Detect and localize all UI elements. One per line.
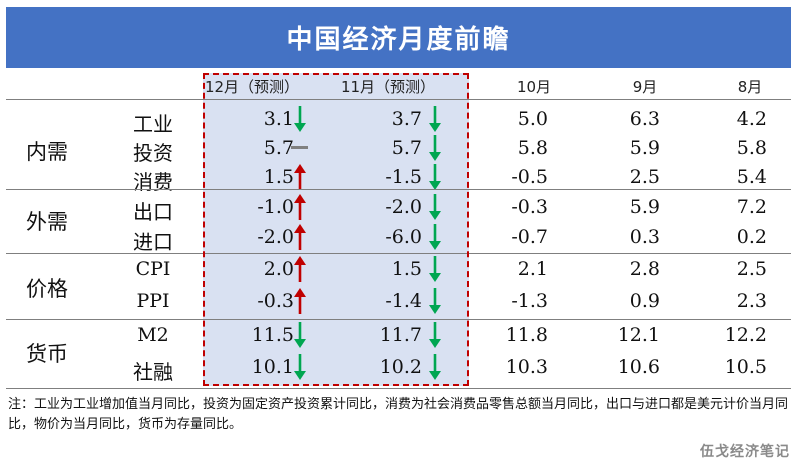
trend-dec-down-arrow-icon <box>294 354 306 380</box>
row-label: 消费 <box>133 170 173 194</box>
value-aug: 12.2 <box>724 324 767 346</box>
value-nov: -2.0 <box>385 196 422 218</box>
value-sep: 5.9 <box>629 196 660 218</box>
trend-nov-down-arrow-icon <box>429 256 441 282</box>
row-label: CPI <box>135 258 171 280</box>
forecast-dashed-frame <box>203 73 469 386</box>
value-nov: 3.7 <box>391 108 422 130</box>
value-sep: 0.3 <box>629 226 660 248</box>
value-dec: 5.7 <box>263 137 294 159</box>
value-oct: 2.1 <box>517 258 548 280</box>
group-label: 外需 <box>26 210 68 234</box>
trend-nov-down-arrow-icon <box>429 288 441 314</box>
value-dec: 2.0 <box>263 258 294 280</box>
value-sep: 6.3 <box>629 108 660 130</box>
col-header-sep: 9月 <box>632 78 658 96</box>
trend-dec-up-arrow-icon <box>294 224 306 250</box>
row-label: M2 <box>137 324 169 346</box>
trend-nov-down-arrow-icon <box>429 354 441 380</box>
group-label: 内需 <box>26 140 68 164</box>
trend-dec-down-arrow-icon <box>294 106 306 132</box>
value-dec: 1.5 <box>263 166 294 188</box>
group-divider <box>6 189 791 190</box>
row-label: 出口 <box>133 200 173 224</box>
trend-nov-down-arrow-icon <box>429 194 441 220</box>
value-sep: 2.5 <box>629 166 660 188</box>
forecast-highlight <box>203 73 469 386</box>
value-sep: 0.9 <box>629 290 660 312</box>
row-label: 工业 <box>133 112 173 136</box>
row-label: 进口 <box>133 230 173 254</box>
row-label: 投资 <box>133 141 173 165</box>
trend-dec-flat <box>291 146 308 149</box>
value-aug: 5.4 <box>736 166 767 188</box>
value-sep: 12.1 <box>617 324 660 346</box>
value-oct: -1.3 <box>511 290 548 312</box>
trend-nov-down-arrow-icon <box>429 164 441 190</box>
value-aug: 7.2 <box>736 196 767 218</box>
brand-watermark: 伍戈经济笔记 <box>700 444 790 460</box>
col-header-aug: 8月 <box>737 78 763 96</box>
value-oct: 11.8 <box>505 324 548 346</box>
col-header-oct: 10月 <box>516 78 552 96</box>
table-title: 中国经济月度前瞻 <box>6 7 791 68</box>
group-divider <box>6 319 791 320</box>
value-aug: 10.5 <box>724 356 767 378</box>
value-dec: 10.1 <box>251 356 294 378</box>
trend-nov-down-arrow-icon <box>429 322 441 348</box>
row-label: 社融 <box>133 360 173 384</box>
col-header-nov: 11月（预测） <box>340 78 436 96</box>
value-nov: -1.5 <box>385 166 422 188</box>
trend-dec-up-arrow-icon <box>294 194 306 220</box>
trend-dec-up-arrow-icon <box>294 256 306 282</box>
table-bottom-rule <box>6 388 791 389</box>
value-sep: 2.8 <box>629 258 660 280</box>
group-divider <box>6 253 791 254</box>
value-dec: -2.0 <box>257 226 294 248</box>
value-oct: -0.7 <box>511 226 548 248</box>
value-oct: -0.3 <box>511 196 548 218</box>
trend-nov-down-arrow-icon <box>429 224 441 250</box>
trend-nov-down-arrow-icon <box>429 135 441 161</box>
value-oct: -0.5 <box>511 166 548 188</box>
value-sep: 10.6 <box>617 356 660 378</box>
value-aug: 5.8 <box>736 137 767 159</box>
value-sep: 5.9 <box>629 137 660 159</box>
value-aug: 2.3 <box>736 290 767 312</box>
value-aug: 2.5 <box>736 258 767 280</box>
value-dec: -1.0 <box>257 196 294 218</box>
header-divider <box>6 99 791 100</box>
row-label: PPI <box>136 290 170 312</box>
footnote: 注：工业为工业增加值当月同比，投资为固定资产投资累计同比，消费为社会消费品零售总… <box>8 397 789 432</box>
value-nov: 10.2 <box>379 356 422 378</box>
value-oct: 5.0 <box>517 108 548 130</box>
value-oct: 10.3 <box>505 356 548 378</box>
value-nov: 5.7 <box>391 137 422 159</box>
value-nov: -1.4 <box>385 290 422 312</box>
value-dec: 3.1 <box>263 108 294 130</box>
value-dec: -0.3 <box>257 290 294 312</box>
value-nov: -6.0 <box>385 226 422 248</box>
value-dec: 11.5 <box>251 324 294 346</box>
trend-dec-down-arrow-icon <box>294 322 306 348</box>
value-aug: 4.2 <box>736 108 767 130</box>
trend-dec-up-arrow-icon <box>294 164 306 190</box>
col-header-dec: 12月（预测） <box>204 78 300 96</box>
value-oct: 5.8 <box>517 137 548 159</box>
group-label: 价格 <box>26 277 68 301</box>
trend-nov-down-arrow-icon <box>429 106 441 132</box>
value-nov: 1.5 <box>391 258 422 280</box>
group-label: 货币 <box>26 342 68 366</box>
value-nov: 11.7 <box>379 324 422 346</box>
trend-dec-up-arrow-icon <box>294 288 306 314</box>
value-aug: 0.2 <box>736 226 767 248</box>
